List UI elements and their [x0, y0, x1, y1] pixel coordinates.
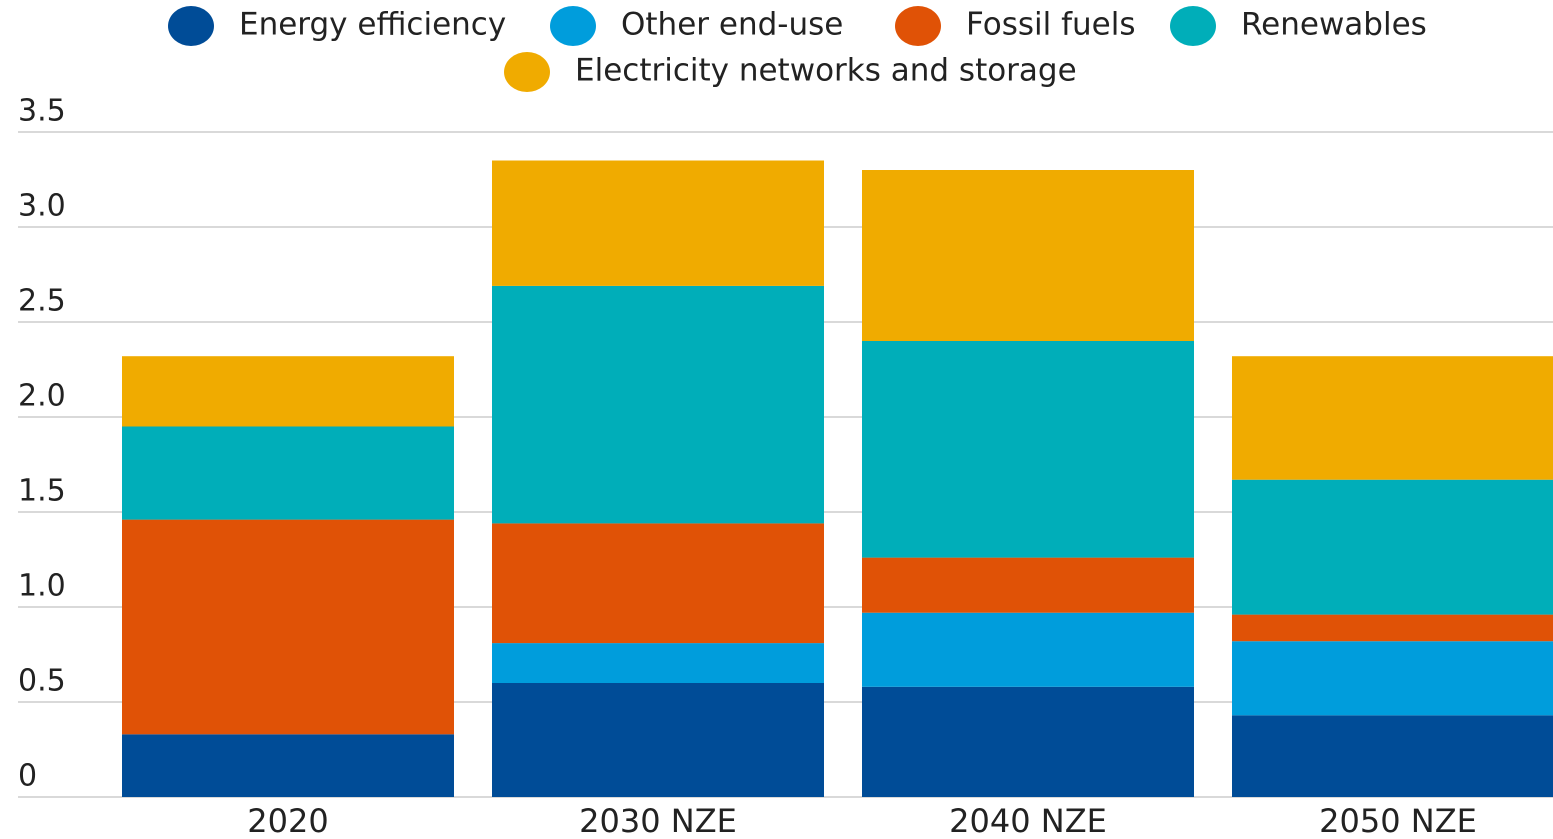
bar-segment: [492, 285, 824, 524]
y-tick-label: 0: [18, 759, 37, 794]
bar-segment: [862, 170, 1194, 341]
bar-segment: [492, 160, 824, 286]
legend-swatch: [1170, 6, 1216, 46]
x-tick-label: 2050 NZE: [1319, 802, 1477, 839]
legend-label: Fossil fuels: [966, 7, 1135, 43]
legend-label: Electricity networks and storage: [575, 53, 1077, 89]
bar-segment: [1232, 356, 1553, 480]
bar-segment: [1232, 715, 1553, 797]
x-tick-label: 2020: [247, 802, 328, 839]
bar-segment: [862, 686, 1194, 797]
bar-segment: [862, 341, 1194, 558]
x-tick-label: 2030 NZE: [579, 802, 737, 839]
legend-swatch: [895, 6, 941, 46]
bar-segment: [1232, 641, 1553, 716]
bar-segment: [122, 356, 454, 427]
legend-label: Energy efficiency: [239, 7, 506, 43]
bar-segment: [122, 734, 454, 797]
legend-swatch: [550, 6, 596, 46]
legend-swatch: [168, 6, 214, 46]
y-tick-label: 1.0: [18, 569, 66, 604]
legend-label: Other end-use: [621, 7, 843, 43]
legend-swatch: [504, 52, 550, 92]
x-tick-label: 2040 NZE: [949, 802, 1107, 839]
bar-segment: [492, 523, 824, 644]
bar-segment: [122, 426, 454, 520]
legend-label: Renewables: [1241, 7, 1427, 43]
bar-segment: [1232, 614, 1553, 642]
bar-segment: [492, 683, 824, 797]
y-tick-label: 0.5: [18, 664, 66, 699]
bar-segment: [862, 612, 1194, 687]
bar-segment: [862, 557, 1194, 613]
bar-segment: [122, 519, 454, 735]
bar-segment: [1232, 479, 1553, 615]
bar-segment: [492, 643, 824, 683]
y-tick-label: 2.0: [18, 379, 66, 414]
y-tick-label: 3.0: [18, 189, 66, 224]
y-tick-label: 1.5: [18, 474, 66, 509]
y-tick-label: 3.5: [18, 94, 66, 129]
y-tick-label: 2.5: [18, 284, 66, 319]
